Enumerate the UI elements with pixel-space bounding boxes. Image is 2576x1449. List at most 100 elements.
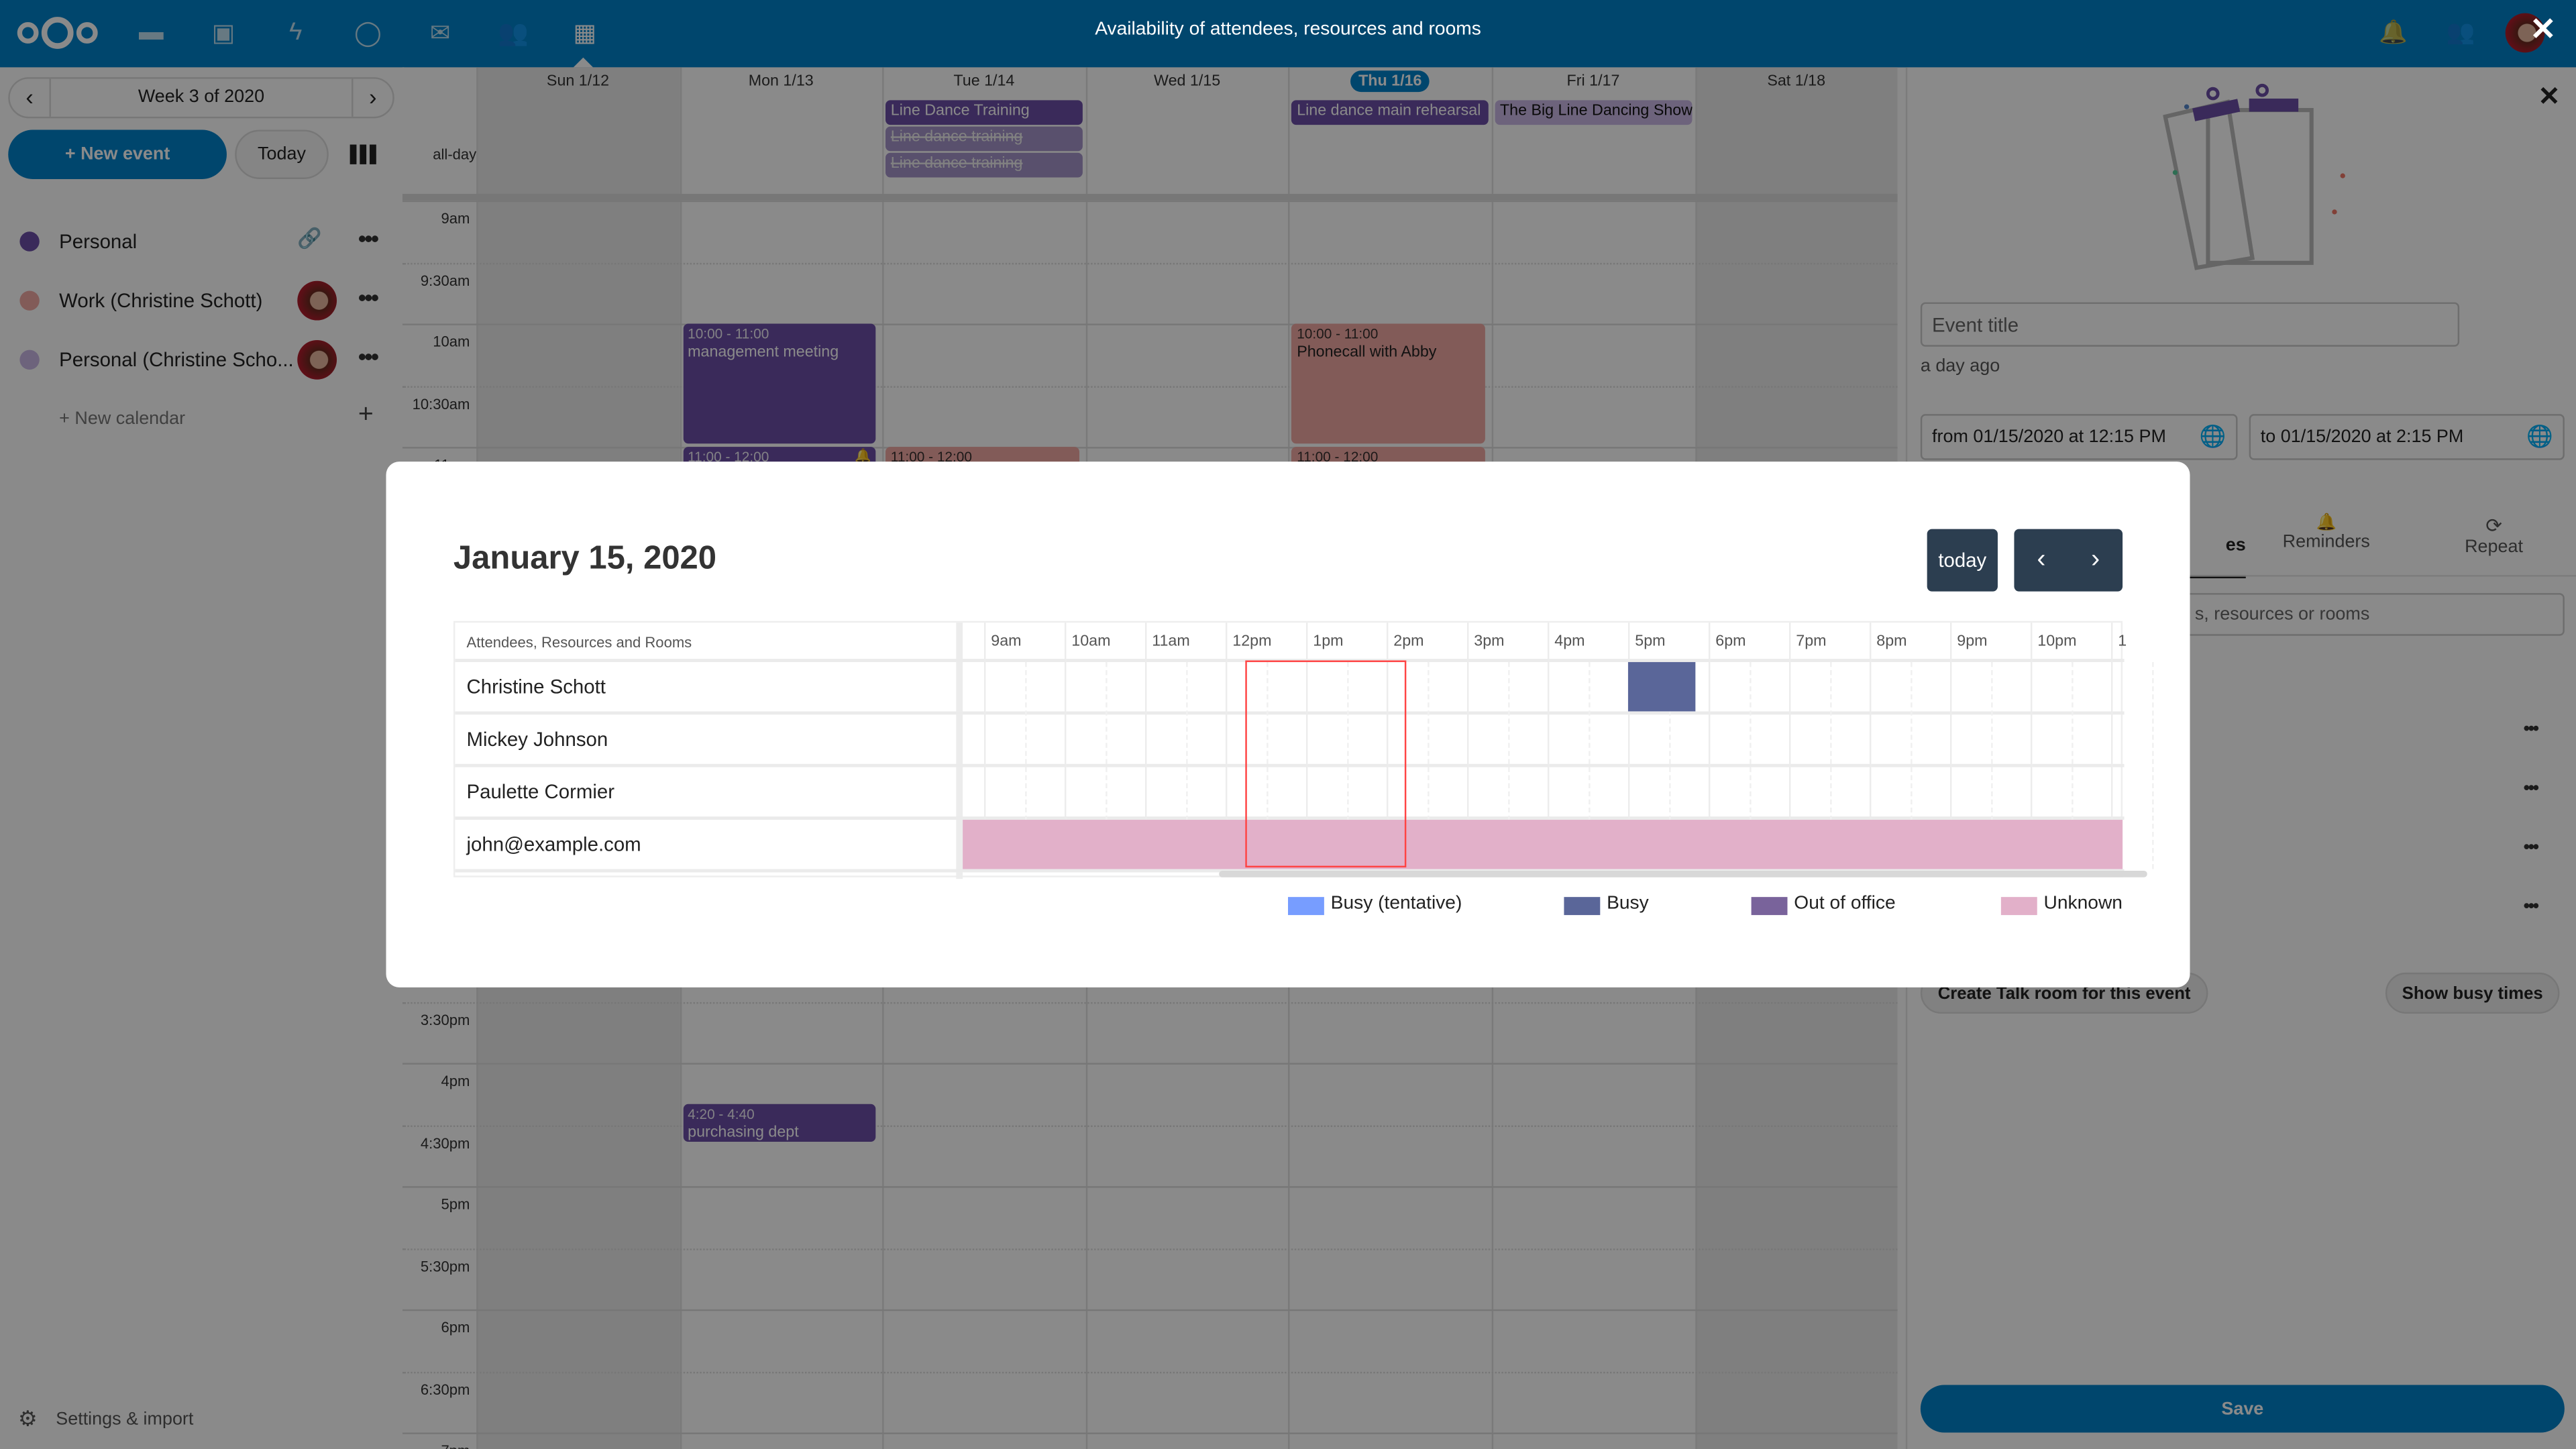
timezone-globe-icon[interactable]: 🌐 (2199, 423, 2226, 449)
all-day-event[interactable]: Line Dance Training (885, 100, 1083, 125)
modified-time: a day ago (1920, 356, 2000, 376)
all-day-event[interactable]: Line dance main rehearsal (1291, 100, 1489, 125)
hour-gridline (1548, 623, 1550, 869)
time-label: 6pm (441, 1319, 470, 1336)
attendee-more-actions-icon[interactable]: ••• (2523, 719, 2539, 740)
user-avatar[interactable] (2505, 13, 2545, 53)
tab-repeat[interactable]: ⟳ Repeat (2428, 515, 2560, 557)
mail-icon[interactable]: ✉ (429, 19, 451, 48)
add-calendar-icon[interactable]: + (358, 400, 374, 429)
settings-gear-icon[interactable]: ⚙ (17, 1406, 38, 1432)
calendar-item[interactable]: Work (Christine Schott) ••• (0, 276, 402, 325)
time-label: 10am (433, 333, 470, 350)
hour-label: 6pm (1715, 632, 1746, 651)
previous-day-button[interactable]: ‹ (2037, 545, 2046, 574)
calendar-item[interactable]: Personal 🔗 ••• (0, 217, 402, 266)
calendar-event[interactable]: 10:00 - 11:00 Phonecall with Abby (1291, 323, 1485, 444)
talk-icon[interactable]: ◯ (354, 19, 382, 48)
day-header[interactable]: Sun 1/12 (476, 67, 680, 97)
week-label[interactable]: Week 3 of 2020 (138, 87, 265, 107)
free-busy-table: Attendees, Resources and Rooms Christine… (453, 621, 2153, 879)
all-day-divider (402, 193, 1898, 201)
day-header[interactable]: Tue 1/14 (883, 67, 1086, 97)
hour-gridline (1145, 623, 1147, 869)
day-header[interactable]: Sat 1/18 (1695, 67, 1898, 97)
settings-import-button[interactable]: Settings & import (56, 1409, 194, 1430)
half-hour-gridline (1507, 661, 1509, 869)
today-button[interactable]: today (1927, 529, 1998, 592)
column-separator[interactable] (956, 623, 963, 879)
all-day-event[interactable]: Line dance training (885, 152, 1083, 178)
hour-line (402, 200, 1898, 203)
activity-icon[interactable]: ϟ (289, 17, 303, 46)
notifications-icon[interactable]: 🔔 (2379, 17, 2408, 45)
day-header[interactable]: Mon 1/13 (680, 67, 883, 97)
event-title-input[interactable]: Event title (1920, 302, 2460, 347)
hour-label: 1pm (1313, 632, 1344, 651)
day-header-label: Fri 1/17 (1566, 72, 1620, 91)
more-actions-icon[interactable]: ••• (358, 225, 379, 252)
new-calendar-button[interactable]: + New calendar (59, 409, 186, 429)
nextcloud-logo[interactable] (16, 15, 98, 51)
attendee-more-actions-icon[interactable]: ••• (2523, 778, 2539, 799)
attendee-name: Mickey Johnson (466, 727, 608, 751)
attendee-row: Paulette Cormier (455, 763, 2125, 816)
active-app-indicator (573, 57, 594, 68)
event-time: 10:00 - 11:00 (1297, 325, 1379, 342)
save-button[interactable]: Save (1920, 1385, 2565, 1433)
horizontal-scrollbar[interactable] (1219, 870, 2147, 877)
from-date-input[interactable]: from 01/15/2020 at 12:15 PM 🌐 (1920, 414, 2238, 460)
calendar-event[interactable]: 10:00 - 11:00 management meeting (682, 323, 876, 444)
hour-line (402, 1001, 1898, 1004)
hour-gridline (1709, 623, 1711, 869)
legend-label: Out of office (1794, 894, 1896, 914)
today-button[interactable]: Today (235, 129, 329, 179)
hour-label: 11am (1152, 632, 1190, 651)
hour-gridline (1065, 623, 1067, 869)
link-icon[interactable]: 🔗 (297, 226, 322, 250)
hour-label: 9am (991, 632, 1022, 651)
all-day-event[interactable]: Line dance training (885, 126, 1083, 152)
tab-reminders[interactable]: 🔔 Reminders (2261, 515, 2392, 552)
hour-gridline (1628, 623, 1630, 869)
previous-week-button[interactable]: ‹ (10, 78, 51, 117)
day-header[interactable]: Thu 1/16 (1289, 67, 1492, 97)
attendee-more-actions-icon[interactable]: ••• (2523, 897, 2539, 917)
calendar-event[interactable]: 4:20 - 4:40 purchasing dept (682, 1104, 876, 1142)
timezone-globe-icon[interactable]: 🌐 (2526, 423, 2553, 449)
view-columns-icon[interactable] (350, 144, 376, 164)
day-header[interactable]: Fri 1/17 (1492, 67, 1695, 97)
calendar-item[interactable]: Personal (Christine Scho... ••• (0, 335, 402, 384)
hour-line (402, 1063, 1898, 1065)
half-hour-gridline (2151, 661, 2153, 869)
calendar-icon[interactable]: ▦ (573, 19, 597, 48)
legend-label: Busy (1607, 894, 1649, 914)
files-icon[interactable]: ▬ (138, 17, 164, 46)
new-event-button[interactable]: + New event (8, 129, 227, 179)
close-modal-icon[interactable]: ✕ (2530, 13, 2557, 48)
more-actions-icon[interactable]: ••• (358, 284, 379, 311)
next-day-button[interactable]: › (2091, 545, 2100, 574)
hour-label: 8pm (1876, 632, 1907, 651)
half-hour-gridline (1346, 661, 1348, 869)
contacts-icon[interactable]: 👥 (498, 19, 529, 48)
next-week-button[interactable]: › (352, 78, 392, 117)
hour-line (402, 447, 1898, 449)
attendee-more-actions-icon[interactable]: ••• (2523, 837, 2539, 858)
event-title: Phonecall with Abby (1297, 343, 1437, 362)
to-date-input[interactable]: to 01/15/2020 at 2:15 PM 🌐 (2249, 414, 2565, 460)
close-editor-icon[interactable]: ✕ (2538, 83, 2561, 112)
event-title: management meeting (688, 343, 839, 362)
all-day-event[interactable]: The Big Line Dancing Show (1495, 100, 1692, 125)
selected-time-range[interactable] (1246, 660, 1407, 868)
more-actions-icon[interactable]: ••• (358, 343, 379, 370)
contacts-menu-icon[interactable]: 👥 (2446, 17, 2475, 45)
half-hour-gridline (1668, 661, 1670, 869)
day-header[interactable]: Wed 1/15 (1085, 67, 1289, 97)
hour-line (402, 1371, 1898, 1373)
photos-icon[interactable]: ▣ (211, 19, 235, 48)
show-busy-times-button[interactable]: Show busy times (2385, 972, 2560, 1014)
legend-swatch (1288, 897, 1324, 916)
bell-icon: 🔔 (855, 448, 871, 464)
half-hour-gridline (1588, 661, 1590, 869)
